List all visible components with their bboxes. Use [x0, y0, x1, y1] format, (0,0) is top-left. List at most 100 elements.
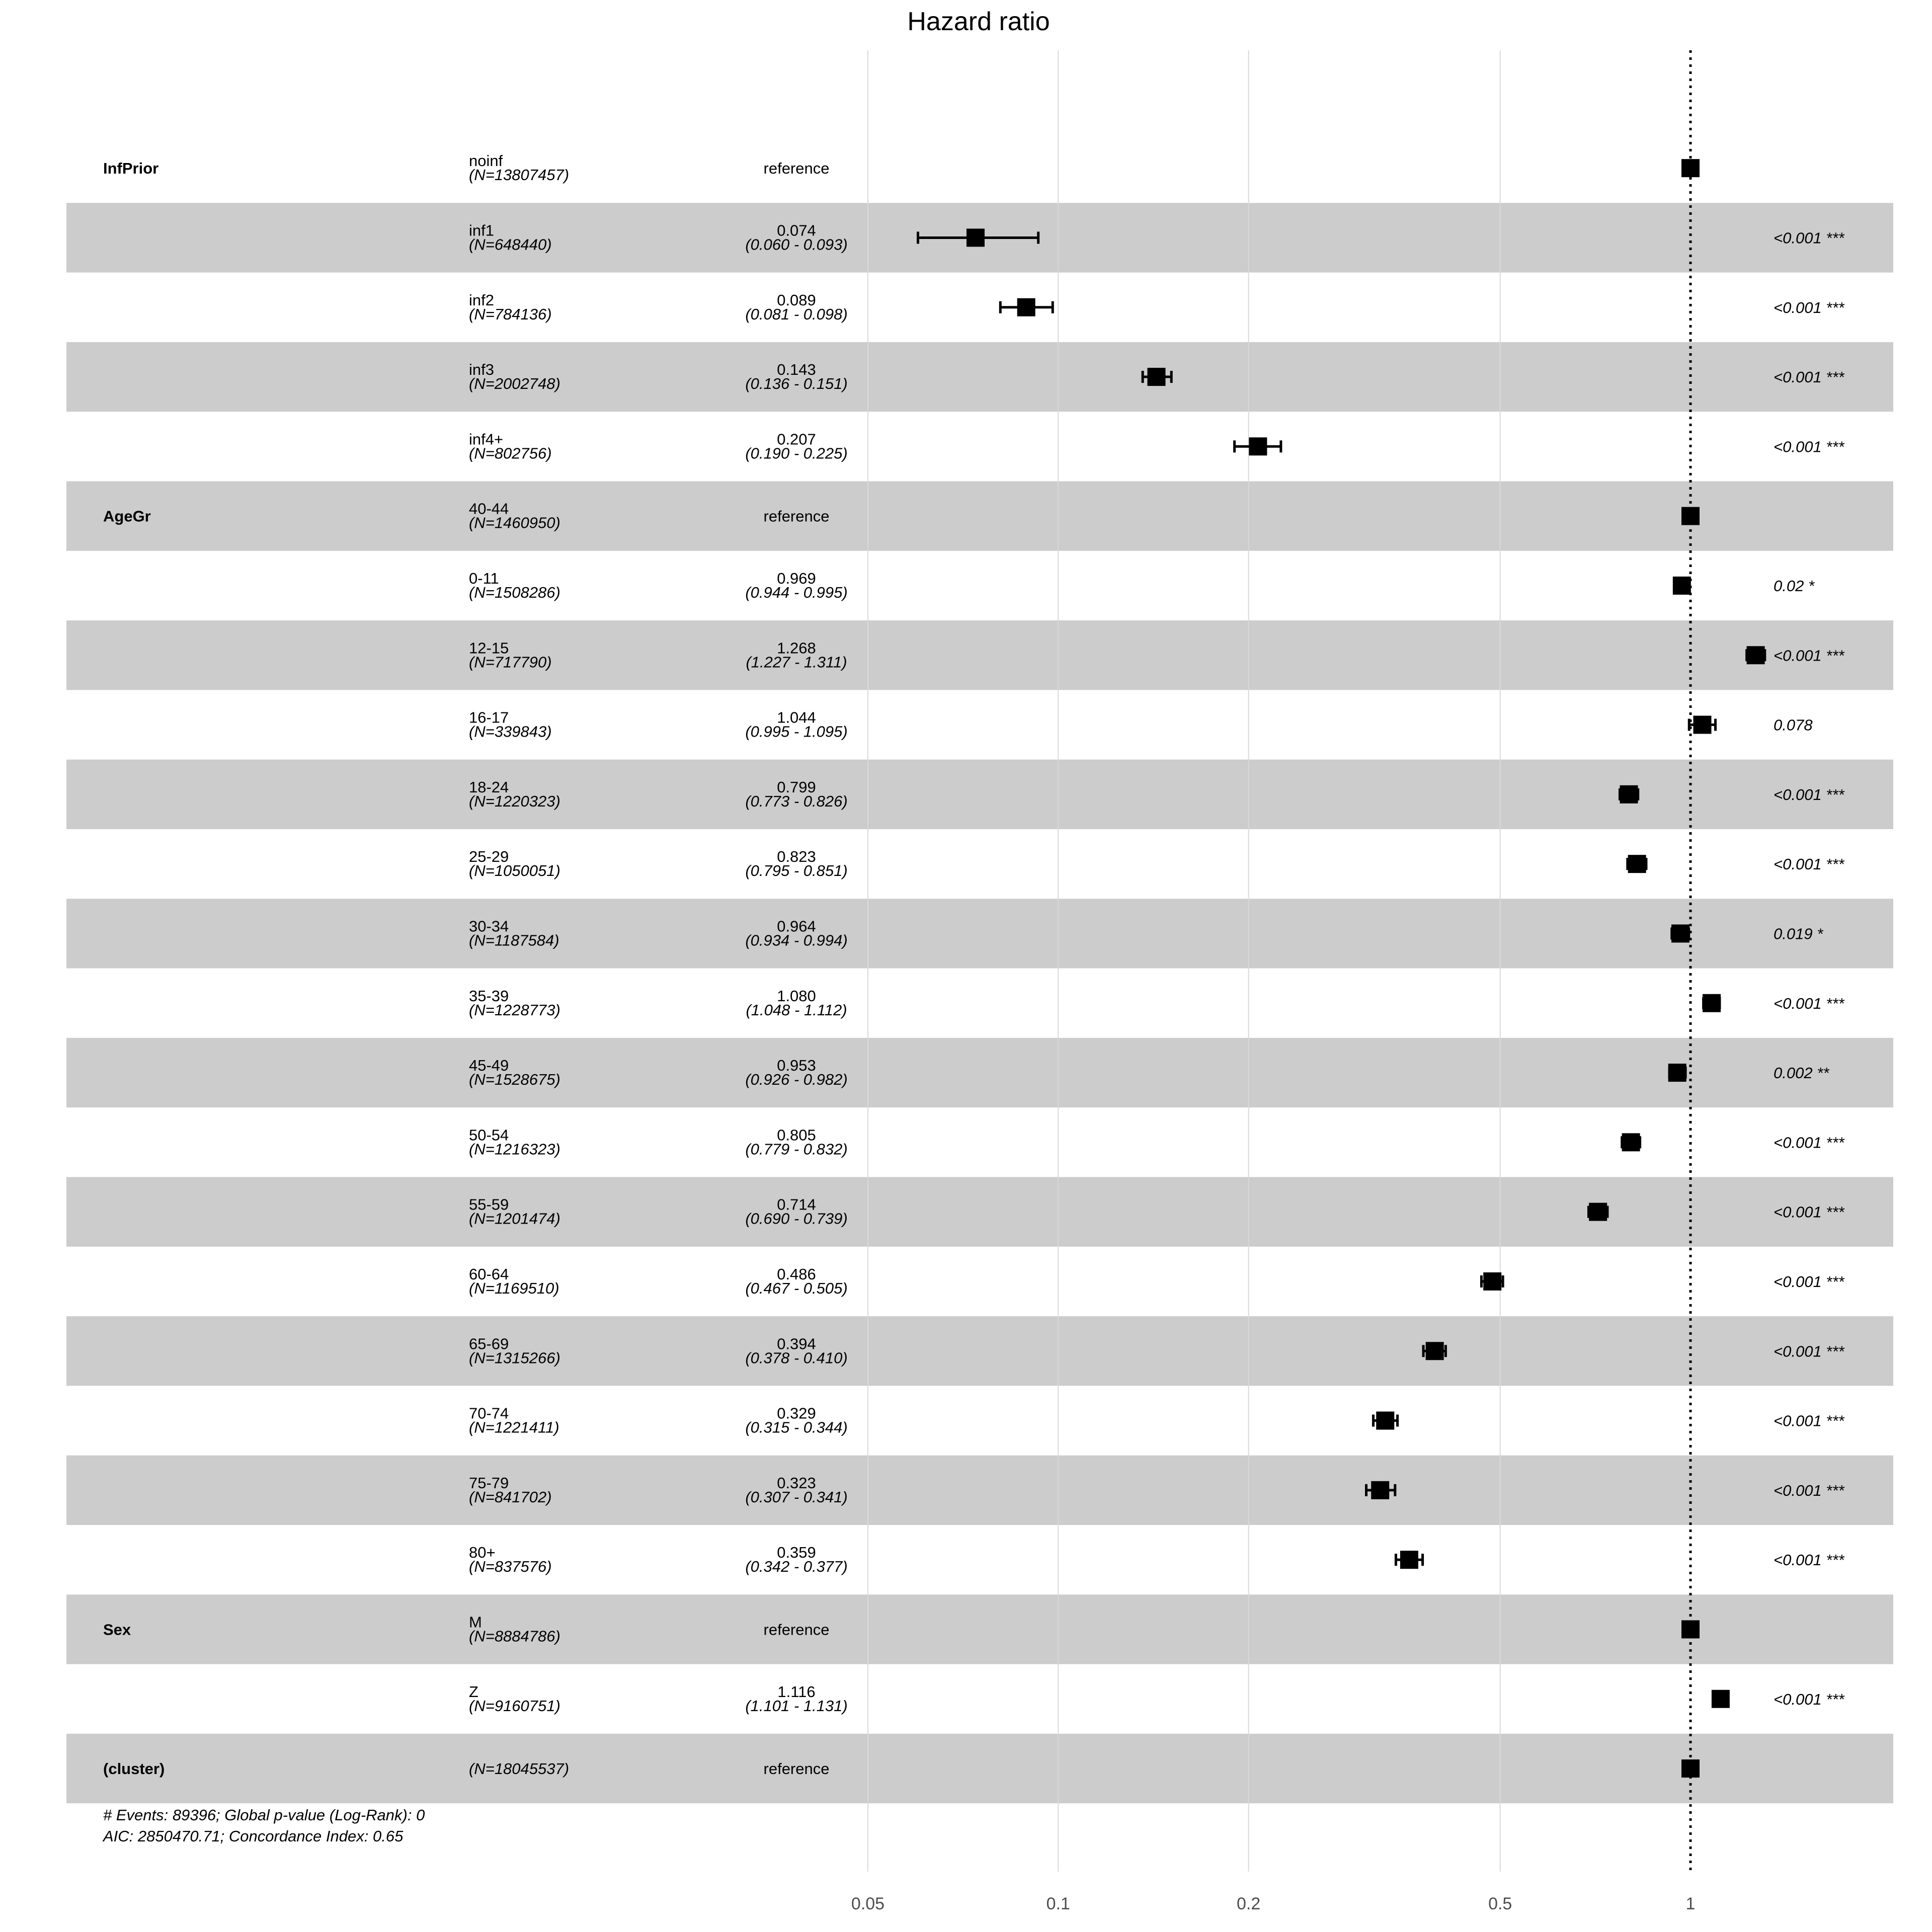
ci-label: (0.190 - 0.225): [745, 444, 847, 462]
n-label: (N=1050051): [469, 862, 560, 879]
estimate-label: reference: [764, 159, 830, 177]
variable-label: InfPrior: [103, 159, 158, 177]
level-label: inf1: [469, 221, 494, 239]
estimate-label: 1.116: [777, 1683, 815, 1701]
estimate-label: 0.714: [777, 1196, 816, 1214]
n-label: (N=648440): [469, 235, 552, 253]
ci-label: (0.795 - 0.851): [745, 862, 847, 879]
p-value-label: 0.019 *: [1774, 925, 1823, 942]
data-marks: [917, 159, 1766, 1778]
hazard-point: [1668, 1064, 1686, 1082]
p-value-label: 0.002 **: [1774, 1064, 1829, 1082]
hazard-point: [1628, 855, 1646, 873]
row-band: [66, 899, 1893, 969]
level-label: noinf: [469, 152, 503, 170]
n-label: (N=1201474): [469, 1210, 560, 1228]
p-value-label: <0.001 ***: [1774, 299, 1844, 316]
n-label: (N=837576): [469, 1558, 552, 1575]
level-label: 0-11: [469, 570, 499, 587]
x-axis-ticks: 0.05 0.1 0.2 0.5 1: [851, 1894, 1696, 1913]
p-value-label: <0.001 ***: [1774, 1203, 1844, 1221]
p-value-label: <0.001 ***: [1774, 855, 1844, 873]
ci-label: (0.136 - 0.151): [745, 375, 847, 392]
ci-label: (0.378 - 0.410): [745, 1349, 847, 1366]
estimate-label: 1.268: [777, 639, 816, 657]
estimate-label: 1.044: [777, 709, 816, 727]
p-value-label: <0.001 ***: [1774, 1412, 1844, 1430]
ci-label: (0.307 - 0.341): [745, 1488, 847, 1506]
level-label: 18-24: [469, 778, 509, 796]
hazard-point: [1671, 924, 1689, 943]
n-label: (N=1216323): [469, 1140, 560, 1158]
estimate-label: 0.359: [777, 1544, 816, 1561]
n-label: (N=1460950): [469, 514, 560, 532]
hazard-point: [1589, 1202, 1607, 1221]
level-label: 16-17: [469, 709, 509, 727]
footnote-2: AIC: 2850470.71; Concordance Index: 0.65: [102, 1827, 404, 1845]
estimate-label: 0.486: [777, 1265, 816, 1283]
p-value-label: <0.001 ***: [1774, 438, 1844, 455]
p-value-label: <0.001 ***: [1774, 995, 1844, 1012]
level-label: 50-54: [469, 1126, 509, 1144]
ci-label: (0.779 - 0.832): [745, 1140, 847, 1158]
level-label: inf2: [469, 291, 494, 309]
level-label: 75-79: [469, 1474, 509, 1492]
level-label: 35-39: [469, 987, 509, 1005]
estimate-label: 0.394: [777, 1335, 816, 1352]
row-bands: [66, 203, 1893, 1804]
hazard-point: [1681, 1620, 1700, 1639]
ci-label: (0.690 - 0.739): [745, 1210, 847, 1228]
variable-label: Sex: [103, 1621, 131, 1638]
estimate-label: 0.964: [777, 917, 816, 935]
row-band: [66, 620, 1893, 690]
hazard-point: [1711, 1689, 1730, 1708]
level-label: 65-69: [469, 1335, 509, 1352]
p-value-label: <0.001 ***: [1774, 1342, 1844, 1360]
hazard-point: [1622, 1133, 1640, 1152]
ci-label: (0.342 - 0.377): [745, 1558, 847, 1575]
level-label: 45-49: [469, 1057, 509, 1074]
estimate-label: 0.823: [777, 848, 816, 865]
x-tick-label: 1: [1686, 1894, 1696, 1913]
hazard-point: [1483, 1272, 1502, 1291]
hazard-point: [1703, 994, 1721, 1012]
ci-label: (0.773 - 0.826): [745, 792, 847, 810]
ci-label: (0.934 - 0.994): [745, 931, 847, 949]
n-label: (N=18045537): [469, 1760, 569, 1778]
level-label: 55-59: [469, 1196, 509, 1214]
level-label: 60-64: [469, 1265, 509, 1283]
estimate-label: 0.207: [777, 430, 816, 448]
n-label: (N=1169510): [469, 1279, 559, 1297]
x-tick-label: 0.1: [1046, 1894, 1070, 1913]
p-value-label: <0.001 ***: [1774, 1273, 1844, 1291]
estimate-label: 0.074: [777, 221, 816, 239]
footnote-1: # Events: 89396; Global p-value (Log-Ran…: [103, 1806, 425, 1824]
n-label: (N=1315266): [469, 1349, 560, 1366]
estimate-label: 1.080: [777, 987, 816, 1005]
ci-label: (1.227 - 1.311): [746, 653, 847, 671]
estimate-label: 0.953: [777, 1057, 816, 1074]
p-value-label: <0.001 ***: [1774, 229, 1844, 247]
p-value-label: <0.001 ***: [1774, 368, 1844, 386]
row-band: [66, 1316, 1893, 1386]
chart-title: Hazard ratio: [907, 7, 1050, 36]
n-label: (N=717790): [469, 653, 552, 671]
n-label: (N=8884786): [469, 1627, 560, 1645]
hazard-point: [1371, 1481, 1390, 1499]
estimate-label: 0.143: [777, 361, 816, 378]
row-band: [66, 1177, 1893, 1247]
n-label: (N=1221411): [469, 1419, 559, 1436]
x-tick-label: 0.2: [1237, 1894, 1260, 1913]
row-band: [66, 1594, 1893, 1664]
ci-label: (0.926 - 0.982): [745, 1071, 847, 1088]
n-label: (N=1187584): [469, 931, 559, 949]
hazard-point: [1376, 1411, 1395, 1430]
p-value-label: <0.001 ***: [1774, 1691, 1844, 1708]
row-band: [66, 342, 1893, 412]
estimate-label: 0.329: [777, 1405, 816, 1422]
estimate-label: reference: [764, 1621, 830, 1638]
hazard-point: [966, 228, 985, 247]
n-label: (N=13807457): [469, 166, 569, 184]
estimate-label: 0.089: [777, 291, 816, 309]
